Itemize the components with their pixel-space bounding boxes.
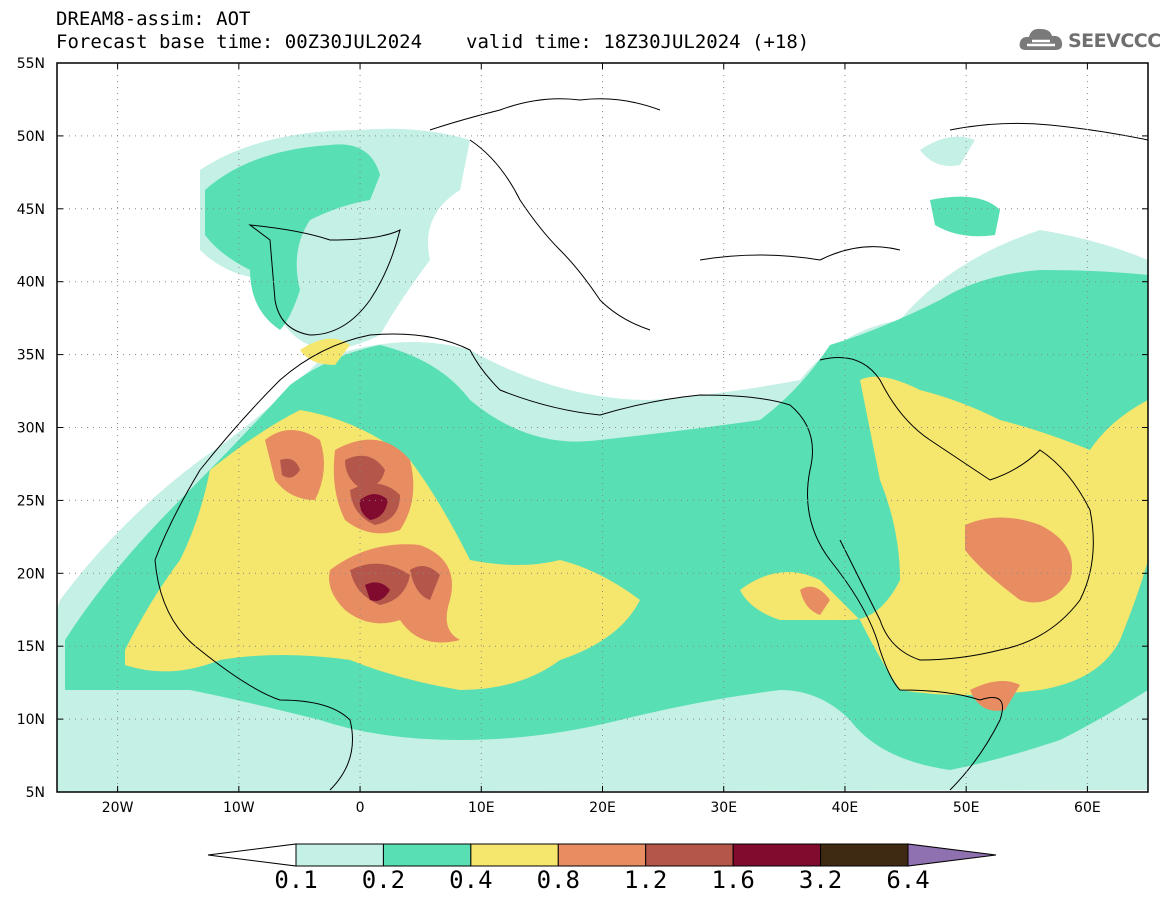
lat-label: 25N xyxy=(17,493,45,509)
forecast-times: Forecast base time: 00Z30JUL2024 valid ti… xyxy=(56,31,809,53)
colorbar-swatch xyxy=(732,843,822,867)
lon-label: 0 xyxy=(356,800,365,816)
lat-label: 55N xyxy=(17,56,45,72)
lon-label: 60E xyxy=(1074,800,1101,816)
lon-label: 30E xyxy=(710,800,737,816)
cloud-icon xyxy=(1019,28,1063,50)
colorbar-label: 1.6 xyxy=(711,866,755,894)
axis-ticks xyxy=(57,62,1148,793)
colorbar-label: 6.4 xyxy=(886,866,930,894)
colorbar-labels: 0.1 0.2 0.4 0.8 1.2 1.6 3.2 6.4 xyxy=(0,866,1165,896)
lat-label: 5N xyxy=(26,785,45,801)
colorbar-label: 0.1 xyxy=(274,866,318,894)
lat-label: 35N xyxy=(17,348,45,364)
lat-label: 30N xyxy=(17,421,45,437)
lat-label: 45N xyxy=(17,202,45,218)
colorbar-swatch xyxy=(557,843,647,867)
colorbar-swatch xyxy=(382,843,472,867)
lat-label: 20N xyxy=(17,566,45,582)
colorbar-label: 1.2 xyxy=(624,866,668,894)
aot-colorbar xyxy=(207,843,997,867)
aot-contours xyxy=(57,128,1148,792)
colorbar-swatch xyxy=(645,843,734,867)
seevccc-logo: SEEVCCC xyxy=(1018,24,1161,56)
colorbar-under-arrow xyxy=(207,843,297,867)
colorbar-swatch xyxy=(295,843,384,867)
valid-time: valid time: 18Z30JUL2024 (+18) xyxy=(466,31,810,53)
lat-label: 40N xyxy=(17,275,45,291)
colorbar-label: 0.4 xyxy=(449,866,493,894)
colorbar-swatch xyxy=(470,843,559,867)
colorbar-label: 0.2 xyxy=(361,866,406,894)
map-title: DREAM8-assim: AOT xyxy=(56,8,251,30)
colorbar-swatch xyxy=(820,843,909,867)
colorbar-label: 0.8 xyxy=(536,866,580,894)
longitude-labels: 20W 10W 0 10E 20E 30E 40E 50E 60E xyxy=(102,800,1101,816)
lon-label: 40E xyxy=(832,800,859,816)
lat-label: 50N xyxy=(17,129,45,145)
lon-label: 20W xyxy=(102,800,134,816)
lon-label: 20E xyxy=(589,800,616,816)
lat-label: 10N xyxy=(17,712,45,728)
logo-text: SEEVCCC xyxy=(1068,30,1161,52)
base-time: Forecast base time: 00Z30JUL2024 xyxy=(56,31,423,53)
aot-level-1.6 xyxy=(359,494,390,601)
colorbar-over-arrow xyxy=(907,843,997,867)
lon-label: 10E xyxy=(468,800,495,816)
coastlines xyxy=(154,98,1149,791)
colorbar-label: 3.2 xyxy=(798,866,843,894)
lat-label: 15N xyxy=(17,639,45,655)
latitude-labels: 55N 50N 45N 40N 35N 30N 25N 20N 15N 10N 5N xyxy=(17,56,45,801)
lon-label: 10W xyxy=(223,800,255,816)
lon-label: 50E xyxy=(953,800,980,816)
